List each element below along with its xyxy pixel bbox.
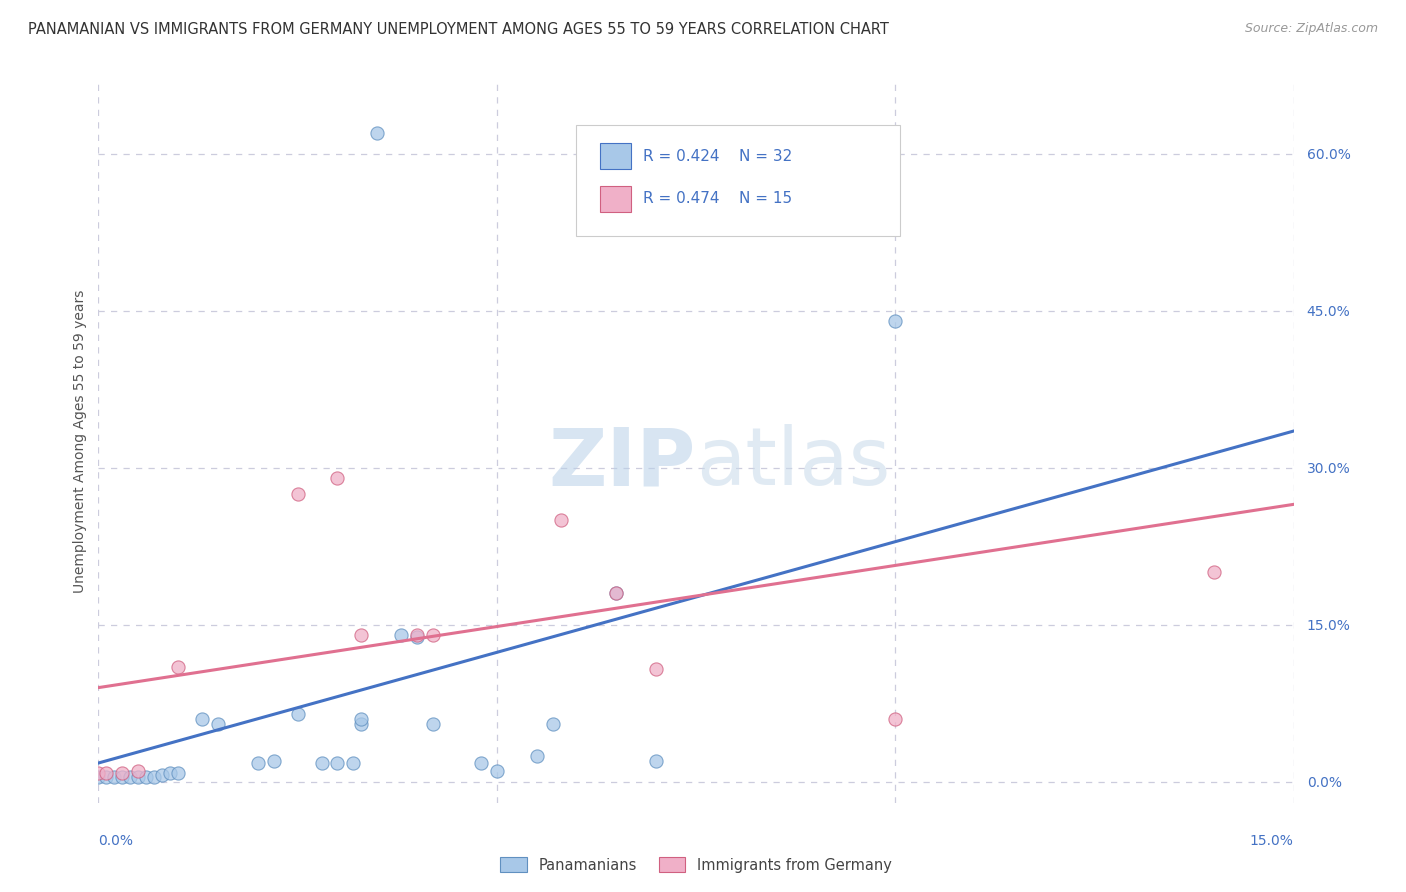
- Legend: Panamanians, Immigrants from Germany: Panamanians, Immigrants from Germany: [495, 852, 897, 879]
- Point: [366, 126, 388, 140]
- Point: [287, 706, 309, 721]
- Point: [159, 766, 181, 780]
- Point: [605, 586, 627, 600]
- Point: [550, 513, 572, 527]
- Point: [87, 766, 110, 780]
- Point: [645, 754, 668, 768]
- Point: [207, 717, 229, 731]
- Point: [350, 717, 373, 731]
- Point: [103, 770, 125, 784]
- Point: [287, 487, 309, 501]
- Point: [605, 586, 627, 600]
- Point: [246, 756, 269, 770]
- Point: [127, 770, 149, 784]
- Text: R = 0.474    N = 15: R = 0.474 N = 15: [643, 192, 792, 206]
- Point: [406, 628, 429, 642]
- Point: [111, 766, 134, 780]
- Text: R = 0.424    N = 32: R = 0.424 N = 32: [643, 149, 792, 163]
- Point: [350, 628, 373, 642]
- Text: 0.0%: 0.0%: [98, 834, 134, 848]
- Point: [470, 756, 492, 770]
- Point: [150, 767, 173, 781]
- Point: [326, 756, 349, 770]
- Point: [143, 770, 166, 784]
- Point: [389, 628, 412, 642]
- Text: 15.0%: 15.0%: [1250, 834, 1294, 848]
- Y-axis label: Unemployment Among Ages 55 to 59 years: Unemployment Among Ages 55 to 59 years: [73, 290, 87, 593]
- Point: [263, 754, 285, 768]
- Point: [350, 712, 373, 726]
- Text: PANAMANIAN VS IMMIGRANTS FROM GERMANY UNEMPLOYMENT AMONG AGES 55 TO 59 YEARS COR: PANAMANIAN VS IMMIGRANTS FROM GERMANY UN…: [28, 22, 889, 37]
- Point: [541, 717, 564, 731]
- Point: [526, 748, 548, 763]
- Text: atlas: atlas: [696, 425, 890, 502]
- Point: [884, 712, 907, 726]
- Point: [485, 764, 508, 779]
- Text: Source: ZipAtlas.com: Source: ZipAtlas.com: [1244, 22, 1378, 36]
- Point: [884, 314, 907, 328]
- Point: [167, 659, 190, 673]
- Point: [191, 712, 214, 726]
- Point: [135, 770, 157, 784]
- Point: [342, 756, 364, 770]
- Point: [326, 471, 349, 485]
- Text: ZIP: ZIP: [548, 425, 696, 502]
- Point: [120, 770, 142, 784]
- Point: [167, 766, 190, 780]
- Point: [96, 766, 118, 780]
- Point: [645, 662, 668, 676]
- Point: [127, 764, 149, 779]
- Point: [1202, 566, 1225, 580]
- Point: [311, 756, 333, 770]
- Point: [422, 717, 444, 731]
- Point: [422, 628, 444, 642]
- Point: [87, 770, 110, 784]
- Point: [111, 770, 134, 784]
- Point: [406, 631, 429, 645]
- Point: [96, 770, 118, 784]
